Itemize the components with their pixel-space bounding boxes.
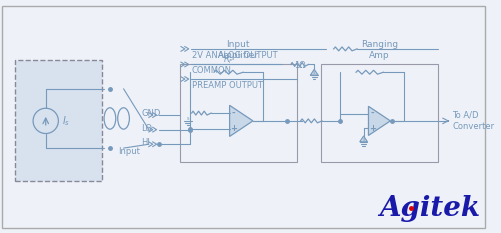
FancyBboxPatch shape [180,65,296,162]
Text: s: s [312,70,315,75]
Text: -: - [370,109,373,118]
Text: 2V ANALOG OUTPUT: 2V ANALOG OUTPUT [191,51,277,60]
Text: Ranging
Amp: Ranging Amp [360,40,397,60]
Text: s: s [362,137,364,142]
Text: $R_F$: $R_F$ [222,54,234,66]
Text: LO: LO [141,123,152,133]
Text: Agitek: Agitek [379,195,479,222]
Text: 1Ω: 1Ω [293,61,305,70]
Polygon shape [368,106,390,135]
Text: PREAMP OUTPUT: PREAMP OUTPUT [191,81,262,90]
Text: $I_s$: $I_s$ [62,114,70,128]
Polygon shape [229,105,253,137]
Polygon shape [183,115,191,121]
Polygon shape [359,136,367,142]
Text: Input
Amplifier: Input Amplifier [217,40,259,60]
FancyBboxPatch shape [2,6,484,228]
FancyBboxPatch shape [15,60,102,181]
Text: GND: GND [141,109,160,118]
Text: s: s [186,116,189,121]
Polygon shape [310,69,318,75]
Text: COMMON: COMMON [191,66,231,75]
FancyBboxPatch shape [321,65,437,162]
Text: Input: Input [118,147,140,156]
Text: HI: HI [141,138,150,147]
Text: +: + [229,124,236,133]
Text: To A/D
Converter: To A/D Converter [451,111,493,131]
Text: -: - [231,109,235,118]
Text: +: + [368,124,375,133]
